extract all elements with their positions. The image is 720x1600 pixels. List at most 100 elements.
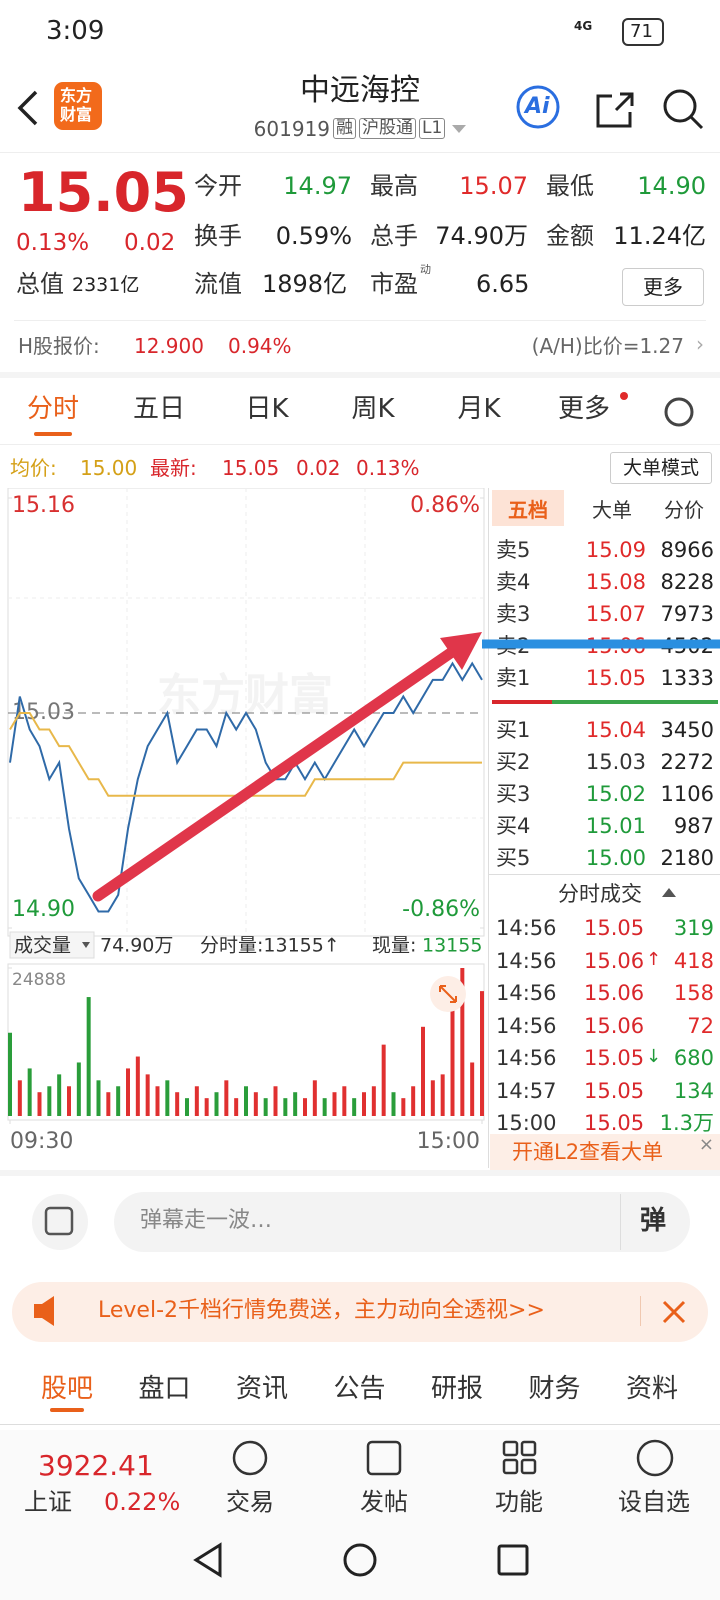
tab[interactable]: 更多	[557, 394, 610, 424]
post-icon[interactable]	[366, 1440, 402, 1476]
volume-bar	[381, 1044, 386, 1116]
logo[interactable]: 东方 财富	[54, 82, 102, 130]
volume-bar	[204, 1098, 209, 1116]
section-tab[interactable]: 股吧	[40, 1374, 93, 1404]
nav-recent[interactable]	[497, 1544, 529, 1576]
tab[interactable]: 周K	[351, 394, 395, 424]
section-tab[interactable]: 盘口	[138, 1374, 191, 1404]
period-volume: 分时量:13155↑	[200, 935, 340, 957]
dropdown[interactable]	[452, 124, 467, 133]
volume-bar	[57, 1074, 62, 1116]
trades-title: 分时成交	[558, 882, 642, 906]
book-price: 15.07	[585, 602, 646, 626]
orderbook-tab[interactable]: 分价	[664, 498, 704, 522]
ai-text[interactable]: Ai	[525, 94, 550, 119]
mode-button[interactable]: 大单模式	[610, 452, 712, 484]
logo-text: 财富	[60, 105, 93, 124]
ai-icon[interactable]	[516, 85, 560, 129]
tab[interactable]: 月K	[457, 394, 501, 424]
volume-bar	[37, 1092, 42, 1116]
settings-icon[interactable]	[664, 397, 694, 427]
index-value[interactable]: 3922.41	[38, 1449, 154, 1482]
section-tab[interactable]: 研报	[430, 1374, 483, 1404]
change: 0.02	[124, 230, 176, 256]
stat-superscript: 动	[420, 263, 431, 276]
bottom-nav[interactable]: 发帖	[360, 1488, 408, 1516]
stock-tag: L1	[419, 118, 446, 139]
back-icon[interactable]	[17, 90, 38, 126]
volume-bar	[411, 1086, 416, 1116]
danmaku-icon-bg[interactable]	[32, 1194, 88, 1250]
search-icon[interactable]	[663, 89, 697, 123]
bottom-nav[interactable]: 功能	[495, 1488, 543, 1516]
stat-value: 1898亿	[262, 270, 348, 298]
y2-tick-label: 0.86%	[410, 493, 480, 518]
volume-bar	[470, 1062, 475, 1116]
field-label: 金额	[546, 222, 594, 250]
promo-close[interactable]	[662, 1300, 686, 1324]
index-name: 上证	[24, 1488, 72, 1516]
l2-banner[interactable]: 开通L2查看大单 ×	[490, 1134, 720, 1170]
orderbook-border	[488, 488, 489, 1168]
volume-bar	[165, 1080, 170, 1116]
danmaku-button[interactable]: 弹	[640, 1206, 667, 1236]
banner-close[interactable]: ×	[698, 1134, 714, 1155]
trade-icon[interactable]	[232, 1440, 268, 1476]
section-tab[interactable]: 资讯	[235, 1374, 288, 1404]
tab-highlight	[492, 490, 564, 526]
watchlist-icon[interactable]	[636, 1439, 674, 1477]
stock-code: 601919	[253, 116, 331, 141]
nav-back[interactable]	[193, 1542, 222, 1578]
promo-text[interactable]: Level-2千档行情免费送，主力动向全透视>>	[98, 1298, 545, 1323]
promo-bg[interactable]	[12, 1282, 708, 1342]
logo-text: 东方	[60, 86, 93, 105]
tab[interactable]: 日K	[245, 394, 289, 424]
field-value: 14.90	[637, 172, 706, 200]
volume-bar	[322, 1098, 327, 1116]
comment-placeholder[interactable]: 弹幕走一波…	[140, 1208, 273, 1233]
change-pct: 0.13%	[16, 230, 90, 256]
x-tick-label: 15:00	[417, 1129, 480, 1154]
share-icon[interactable]	[596, 92, 634, 128]
nav-home[interactable]	[343, 1543, 377, 1577]
trades-arrow	[662, 888, 676, 897]
comment-input[interactable]	[114, 1192, 690, 1252]
volume-dropdown	[82, 942, 90, 948]
book-label: 买1	[496, 718, 531, 742]
volume-bar	[126, 1068, 130, 1116]
bottom-nav[interactable]: 设自选	[618, 1488, 690, 1516]
volume-bar	[342, 1086, 347, 1116]
divider	[0, 372, 720, 378]
bottom-nav[interactable]: 交易	[226, 1488, 274, 1516]
book-volume: 8966	[660, 538, 714, 562]
battery: 71	[622, 18, 664, 46]
section-underline	[50, 1408, 84, 1412]
volume-bar	[8, 1032, 12, 1116]
intraday-chart: 东方财富15.1615.0314.900.86%-0.86%成交量 74.90万分…	[7, 488, 485, 1154]
stock-title: 中远海控	[300, 73, 420, 108]
volume-bar	[194, 1086, 199, 1116]
more-button[interactable]: 更多	[622, 268, 704, 306]
orderbook-tab[interactable]: 五档	[508, 498, 548, 522]
book-volume: 987	[673, 814, 714, 838]
trade-time: 14:57	[496, 1078, 557, 1103]
divider	[0, 1424, 720, 1425]
section-tab[interactable]: 资料	[625, 1374, 678, 1404]
tab[interactable]: 五日	[132, 394, 185, 424]
search-icon-handle	[689, 115, 704, 130]
trade-volume: 319	[673, 916, 714, 940]
trade-time: 15:00	[496, 1111, 557, 1135]
volume-bar	[175, 1092, 180, 1116]
orderbook-tab[interactable]: 大单	[592, 498, 632, 522]
section-tab[interactable]: 财务	[528, 1374, 581, 1404]
func-icon[interactable]	[502, 1440, 537, 1475]
volume-bar	[332, 1092, 337, 1116]
volume-bar	[450, 997, 455, 1116]
book-volume: 2180	[660, 846, 714, 870]
stat-value: 6.65	[476, 270, 530, 298]
volume-bar	[17, 1080, 22, 1116]
tab[interactable]: 分时	[26, 394, 79, 424]
trade-time: 14:56	[496, 1013, 557, 1038]
section-tab[interactable]: 公告	[333, 1374, 386, 1404]
